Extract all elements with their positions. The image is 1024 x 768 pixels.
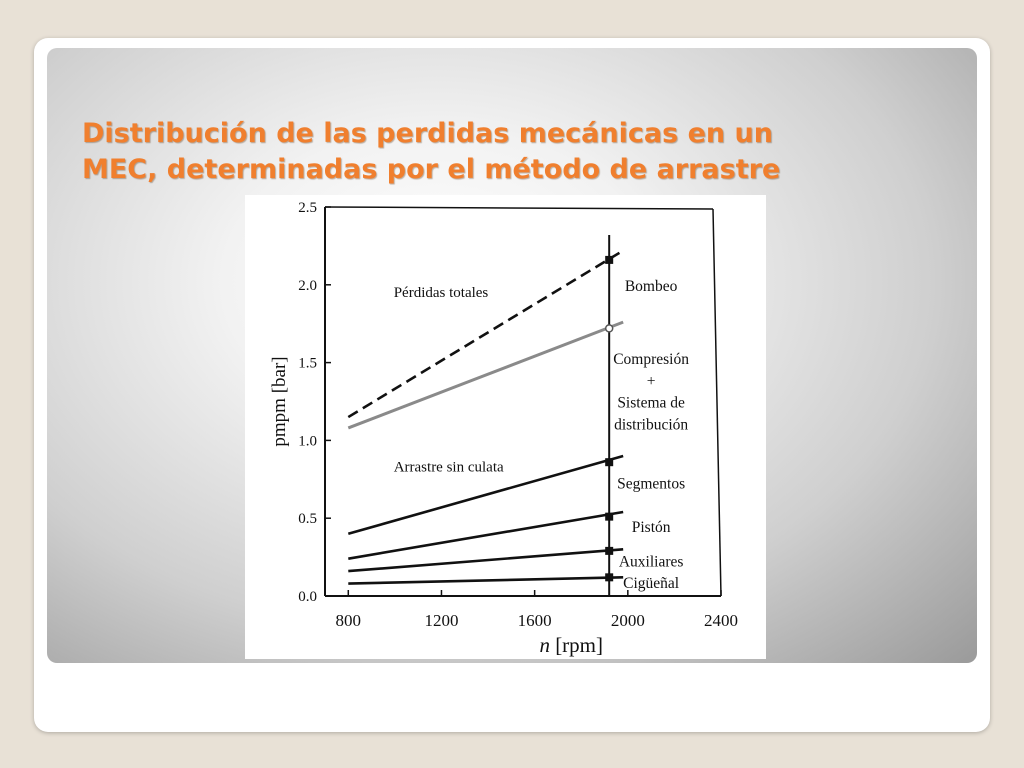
x-axis-label: n [rpm]	[539, 633, 603, 657]
y-tick-label: 0.0	[298, 589, 317, 605]
series-line-3	[347, 454, 624, 536]
mechanical-losses-chart: 0.0 0.5 1.0 1.5 2.0 2.5 800 1200 1600 2000 2400 pmp…	[269, 200, 738, 657]
line-label: Pérdidas totales	[394, 285, 489, 301]
series-line-5	[348, 548, 624, 573]
x-tick-label: 2400	[704, 611, 738, 630]
series-line-6	[348, 576, 624, 585]
region-label: +	[647, 373, 656, 390]
y-axis-label: pmpm [bar]	[269, 356, 290, 446]
y-tick-label: 2.0	[298, 278, 317, 294]
y-tick-label: 1.0	[298, 433, 317, 449]
series-line-2	[347, 320, 624, 430]
chart-image: 0.0 0.5 1.0 1.5 2.0 2.5 800 1200 1600 2000 2400 pmp…	[245, 195, 766, 659]
region-label: Cigüeñal	[623, 575, 679, 592]
slide-title-line-1: Distribución de las perdidas mecánicas e…	[82, 118, 773, 149]
slide-title: Distribución de las perdidas mecánicas e…	[82, 116, 942, 188]
region-label: Compresión	[613, 351, 689, 368]
line-label: Arrastre sin culata	[394, 460, 504, 476]
series-marker-6	[605, 573, 614, 582]
region-label: Bombeo	[625, 278, 678, 295]
y-tick-label: 1.5	[298, 356, 317, 372]
y-tick-label: 2.5	[298, 200, 317, 216]
series-line-1	[347, 249, 624, 419]
series-line-4	[348, 510, 624, 560]
region-label: Auxiliares	[619, 553, 684, 570]
x-axis-label-symbol: n	[539, 633, 550, 657]
x-tick-label: 1200	[424, 611, 458, 630]
series-marker-5	[605, 546, 614, 555]
series-marker-4	[605, 512, 614, 521]
x-tick-label: 1600	[518, 611, 552, 630]
right-frame	[712, 208, 722, 597]
top-frame	[324, 206, 714, 210]
region-label: distribución	[614, 417, 688, 434]
region-label: Sistema de	[617, 395, 685, 412]
series-marker-2	[604, 324, 614, 333]
region-label: Pistón	[632, 519, 671, 536]
x-tick-label: 2000	[611, 611, 645, 630]
region-label: Segmentos	[617, 476, 685, 493]
y-tick-label: 0.5	[298, 511, 317, 527]
x-tick-label: 800	[336, 611, 362, 630]
series-marker-1	[605, 255, 614, 264]
x-axis-label-unit: [rpm]	[550, 633, 603, 657]
series-marker-3	[605, 458, 614, 467]
slide-title-line-2: MEC, determinadas por el método de arras…	[82, 154, 781, 185]
